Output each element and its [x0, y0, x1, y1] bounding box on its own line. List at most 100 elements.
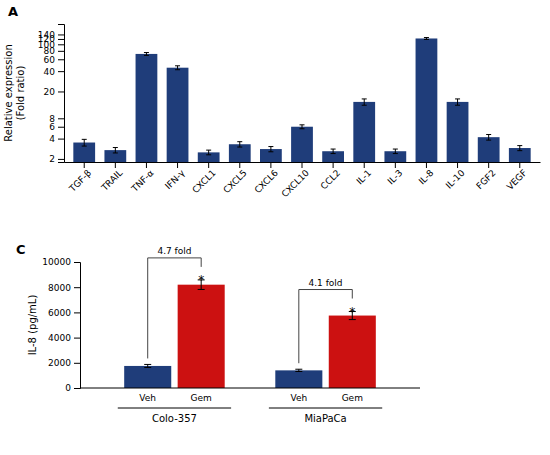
tick-label: 20	[44, 87, 56, 97]
error-bar-cap	[144, 52, 149, 53]
axis-line	[58, 25, 65, 163]
group-underline	[269, 408, 382, 409]
panel-title: C	[16, 242, 26, 257]
error-bar	[362, 99, 367, 105]
error-bar-cap	[362, 98, 367, 99]
bar	[353, 102, 375, 162]
error-bar-stem	[270, 147, 271, 152]
error-bar-cap	[113, 152, 118, 153]
tick-mark	[58, 127, 64, 128]
error-bar-stem	[395, 149, 396, 154]
error-bar-cap	[486, 140, 491, 141]
error-bar-cap	[393, 153, 398, 154]
tick-label: IFN-γ	[163, 167, 187, 191]
error-bar-stem	[457, 99, 458, 105]
y-tick: 40	[44, 67, 64, 77]
tick-mark	[395, 162, 396, 168]
error-bar-cap	[144, 367, 151, 368]
tick-label: IL-8	[417, 168, 436, 187]
tick-mark	[239, 162, 240, 168]
tick-label: CXCL6	[252, 168, 280, 196]
error-bar-cap	[82, 146, 87, 147]
tick-mark	[208, 162, 209, 168]
error-bar-cap	[237, 141, 242, 142]
error-bar-cap	[237, 147, 242, 148]
x-tick: TNF-α	[129, 162, 156, 194]
error-bar-cap	[349, 319, 356, 320]
y-tick: 8	[49, 114, 64, 124]
tick-mark	[58, 39, 64, 40]
axis-line	[74, 263, 81, 389]
bracket-line	[299, 289, 352, 290]
tick-mark	[426, 162, 427, 168]
y-tick: 4000	[48, 333, 80, 343]
error-bar-stem	[239, 142, 240, 147]
x-tick: CCL2	[319, 162, 343, 191]
x-axis: TGF-βTRAILTNF-αIFN-γCXCL1CXCL5CXCL6CXCL1…	[65, 162, 541, 199]
axis-line	[80, 388, 420, 389]
y-tick: 4	[49, 134, 64, 144]
error-bar	[206, 150, 211, 155]
bar	[229, 144, 251, 162]
tick-mark	[74, 287, 80, 288]
y-tick: 10000	[42, 257, 80, 267]
x-tick: IL-10	[444, 162, 467, 191]
y-tick: 20	[44, 87, 64, 97]
tick-mark	[115, 162, 116, 168]
y-tick: 0	[65, 383, 80, 393]
error-bar-stem	[84, 139, 85, 146]
panel-title: A	[8, 4, 18, 19]
tick-label: FGF2	[474, 168, 497, 191]
tick-mark	[74, 262, 80, 263]
group-label: MiaPaCa	[304, 413, 346, 424]
error-bar-cap	[362, 105, 367, 106]
x-tick: FGF2	[474, 162, 497, 191]
bar	[178, 285, 225, 388]
error-bar-cap	[424, 39, 429, 40]
tick-label: 6000	[48, 308, 71, 318]
error-bar-stem	[177, 66, 178, 70]
x-tick: IL-8	[417, 162, 436, 187]
tick-label: TNF-α	[129, 168, 156, 195]
tick-label: CCL2	[319, 168, 343, 192]
error-bar-cap	[206, 154, 211, 155]
error-bar	[424, 38, 429, 40]
tick-label: 40	[44, 67, 56, 77]
error-bar	[144, 364, 151, 367]
tick-label: 140	[38, 30, 55, 40]
bracket	[148, 258, 201, 359]
y-axis: 0200040006000800010000	[42, 257, 80, 393]
tick-mark	[177, 162, 178, 168]
error-bar-cap	[144, 55, 149, 56]
tick-label: 4	[49, 134, 55, 144]
panel: VehVehGemGemColo-357MiaPaCa4.7 fold*4.1 …	[16, 242, 420, 424]
error-bar-cap	[517, 145, 522, 146]
tick-mark	[146, 162, 147, 168]
bracket-line	[148, 257, 201, 258]
y-tick: 8000	[48, 283, 80, 293]
tick-label: 2	[49, 154, 55, 164]
tick-label: IL-10	[444, 168, 467, 191]
x-tick: IL-1	[355, 162, 374, 187]
x-tick: TGF-β	[67, 162, 94, 194]
bracket-line	[147, 258, 148, 359]
panel: TGF-βTRAILTNF-αIFN-γCXCL1CXCL5CXCL6CXCL1…	[3, 4, 541, 199]
tick-label: CXCL10	[280, 168, 312, 200]
tick-mark	[74, 312, 80, 313]
error-bar-stem	[488, 135, 489, 141]
error-bar-cap	[82, 139, 87, 140]
bar	[136, 54, 158, 162]
bar-label: Gem	[342, 393, 363, 403]
bar	[124, 366, 171, 388]
error-bar-cap	[198, 289, 205, 290]
tick-mark	[58, 139, 64, 140]
tick-mark	[58, 51, 64, 52]
tick-label: TGF-β	[67, 168, 94, 195]
tick-label: 0	[65, 383, 71, 393]
x-tick: IFN-γ	[163, 162, 187, 191]
error-bar-cap	[175, 69, 180, 70]
error-bar	[82, 139, 87, 146]
error-bar-cap	[300, 124, 305, 125]
tick-label: IL-1	[355, 168, 374, 187]
error-bar	[113, 148, 118, 153]
